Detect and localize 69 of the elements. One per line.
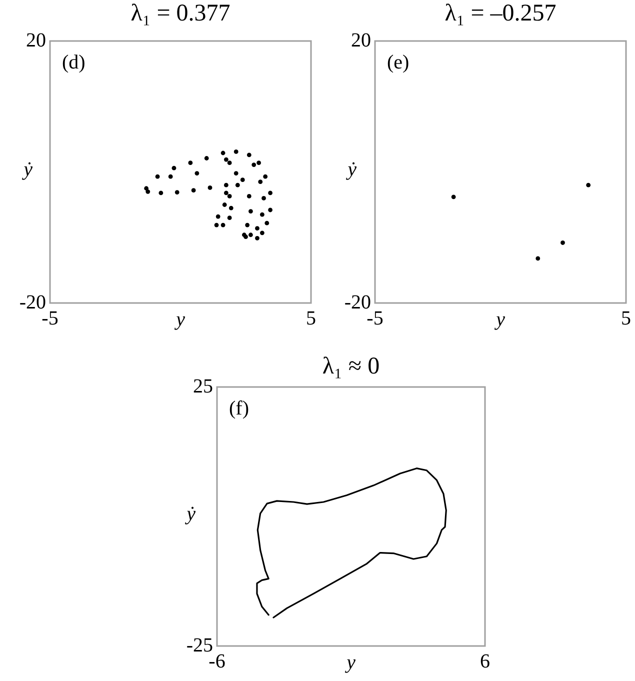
point	[188, 160, 193, 166]
y-axis-title: ẏ	[184, 502, 196, 525]
point	[263, 174, 268, 179]
point	[240, 178, 245, 182]
point	[536, 256, 540, 261]
point	[246, 152, 252, 158]
point	[222, 202, 227, 207]
y-tick-label: 20	[351, 29, 371, 52]
y-tick-label: 25	[193, 375, 213, 398]
point	[255, 236, 260, 240]
point	[234, 149, 238, 154]
point	[252, 162, 256, 167]
point	[191, 188, 196, 193]
x-axis-title: y	[494, 308, 506, 330]
point	[260, 212, 264, 217]
point	[264, 220, 270, 226]
point	[246, 194, 252, 198]
point	[168, 174, 173, 179]
x-axis-title: y	[344, 651, 356, 674]
point	[224, 157, 228, 162]
annotation: (d)	[62, 51, 86, 74]
point	[245, 222, 250, 228]
point	[144, 186, 149, 191]
point	[255, 226, 260, 231]
point	[155, 174, 160, 179]
point	[228, 206, 234, 210]
x-tick-label: 6	[480, 650, 490, 672]
y-tick-label: -20	[344, 291, 371, 314]
y-tick-label: -20	[19, 291, 46, 314]
point	[235, 182, 240, 188]
x-tick-label: 5	[306, 307, 316, 330]
point	[158, 190, 164, 196]
point	[248, 232, 253, 238]
point	[194, 171, 200, 176]
chart-title: λ₁ = –0.257	[444, 0, 556, 26]
annotation: (e)	[387, 51, 410, 74]
point	[260, 230, 264, 236]
point	[146, 189, 150, 194]
point	[268, 208, 272, 212]
point	[227, 160, 232, 166]
point	[268, 190, 272, 196]
point	[216, 214, 220, 219]
point	[256, 160, 261, 166]
y-tick-label: 20	[26, 29, 46, 52]
point	[208, 186, 212, 190]
point	[214, 222, 219, 228]
point	[204, 156, 209, 160]
point	[586, 182, 591, 188]
y-axis-title: ẏ	[346, 158, 357, 180]
point	[174, 190, 180, 195]
point	[224, 190, 228, 196]
point	[451, 194, 456, 200]
point	[220, 222, 226, 228]
chart-title: λ₁ ≈ 0	[322, 353, 380, 380]
x-axis-title: y	[174, 308, 186, 330]
point	[220, 150, 226, 156]
point	[258, 180, 263, 184]
point	[560, 240, 565, 245]
point	[227, 216, 232, 220]
point	[248, 209, 253, 214]
annotation: (f)	[229, 397, 249, 420]
point	[262, 196, 266, 200]
chart-title: λ₁ = 0.377	[130, 0, 230, 26]
point	[234, 171, 238, 176]
x-tick-label: 5	[621, 307, 631, 330]
point	[224, 182, 228, 188]
y-axis-title: ẏ	[22, 158, 33, 180]
point	[172, 166, 176, 170]
point	[227, 194, 232, 198]
